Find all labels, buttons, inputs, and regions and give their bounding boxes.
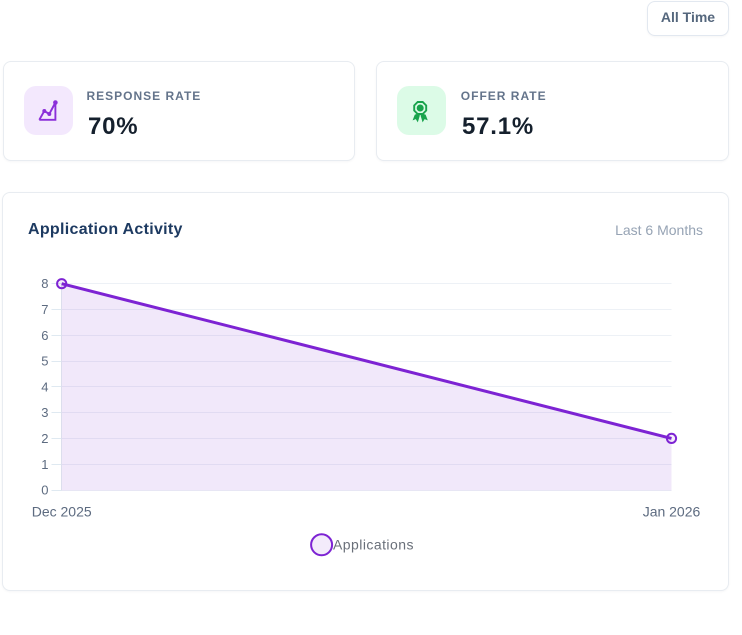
svg-text:8: 8 (41, 276, 48, 291)
svg-text:0: 0 (41, 483, 48, 498)
svg-text:7: 7 (41, 302, 48, 317)
svg-text:6: 6 (41, 328, 48, 343)
svg-text:5: 5 (41, 354, 48, 369)
svg-text:Applications: Applications (333, 537, 414, 553)
svg-text:2: 2 (41, 431, 48, 446)
svg-text:Dec 2025: Dec 2025 (32, 504, 92, 520)
svg-text:1: 1 (41, 457, 48, 472)
svg-text:Jan 2026: Jan 2026 (643, 504, 701, 520)
svg-text:4: 4 (41, 379, 48, 394)
svg-text:3: 3 (41, 405, 48, 420)
